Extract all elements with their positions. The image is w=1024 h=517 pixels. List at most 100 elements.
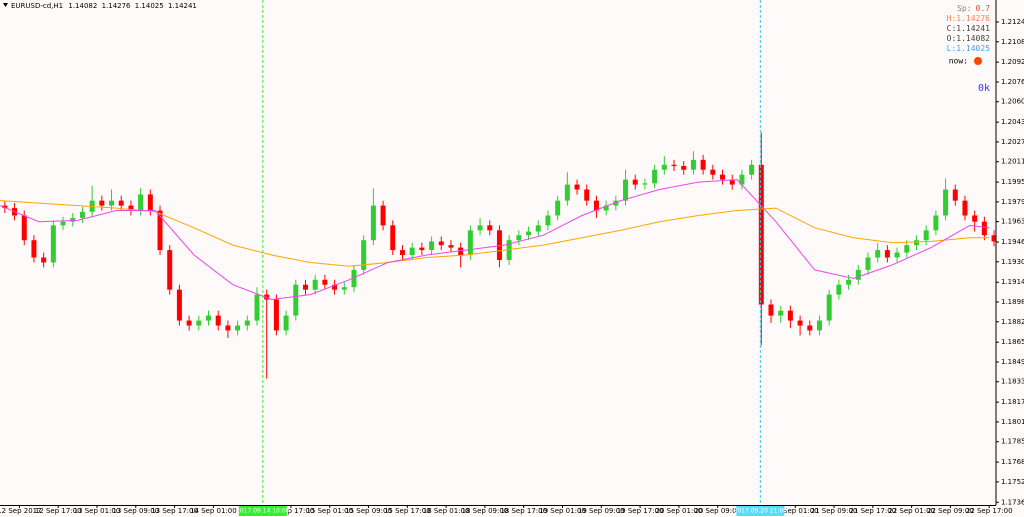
candle-body xyxy=(138,194,144,211)
candle-body xyxy=(778,310,784,316)
candle-body xyxy=(894,252,900,258)
candle-body xyxy=(981,221,987,236)
info-value: 1.14241 xyxy=(168,2,197,10)
y-tick-label: 1.18980 xyxy=(1001,298,1024,306)
candle-body xyxy=(729,179,735,185)
candle-body xyxy=(816,320,822,331)
cursor-label-box xyxy=(238,506,287,516)
x-tick-label: 19 Sep 09:00 xyxy=(578,507,625,515)
candle-body xyxy=(787,310,793,321)
candle-body xyxy=(128,205,134,211)
candle-body xyxy=(99,200,105,206)
candle-body xyxy=(167,250,173,290)
x-tick-label: 12 Sep 2017 xyxy=(0,507,42,515)
candle-body xyxy=(380,205,386,226)
candle-body xyxy=(448,245,454,248)
candle-body xyxy=(419,247,425,251)
y-tick-label: 1.19630 xyxy=(1001,218,1024,226)
candle-body xyxy=(264,294,270,300)
candle-body xyxy=(642,183,648,185)
candle-body xyxy=(109,200,115,206)
panel-value: 0.7 xyxy=(976,4,991,13)
moving-average xyxy=(0,200,990,267)
candle-body xyxy=(147,194,153,211)
candle-body xyxy=(390,225,396,251)
panel-value: 1.14241 xyxy=(956,24,990,33)
y-tick-label: 1.18010 xyxy=(1001,418,1024,426)
candle-body xyxy=(584,189,590,201)
y-tick-label: 1.20435 xyxy=(1001,118,1024,126)
candle-body xyxy=(332,284,338,290)
info-value: 1.14025 xyxy=(135,2,164,10)
candle-body xyxy=(487,225,493,231)
y-tick-label: 1.17850 xyxy=(1001,438,1024,446)
candle-body xyxy=(206,315,212,321)
x-tick-label: 13 Sep 09:00 xyxy=(112,507,159,515)
candle-body xyxy=(283,315,289,331)
candle-body xyxy=(884,250,890,258)
status-label: 0k xyxy=(978,83,990,94)
candle-body xyxy=(904,245,910,253)
y-tick-label: 1.19950 xyxy=(1001,178,1024,186)
candle-body xyxy=(875,250,881,258)
candle-body xyxy=(429,241,435,251)
menu-triangle[interactable] xyxy=(3,3,8,7)
symbol: EURUSD-cd,H1 xyxy=(11,2,63,10)
candle-body xyxy=(273,299,279,331)
candle-body xyxy=(836,284,842,295)
candle-body xyxy=(477,225,483,231)
candle-body xyxy=(215,315,221,326)
info-value: 1.14082 xyxy=(68,2,97,10)
panel-entry: L:1.14025 xyxy=(947,44,991,53)
y-tick-label: 1.21245 xyxy=(1001,18,1024,26)
candle-body xyxy=(720,174,726,180)
candle-body xyxy=(913,240,919,246)
x-tick-label: 13 Sep 01:00 xyxy=(74,507,121,515)
candle-body xyxy=(700,159,706,170)
moving-average xyxy=(0,179,990,301)
candle-body xyxy=(196,320,202,326)
candle-body xyxy=(467,230,473,256)
panel-entry: H:1.14276 xyxy=(947,14,991,23)
candle-body xyxy=(225,325,231,331)
y-tick-label: 1.20275 xyxy=(1001,138,1024,146)
candle-body xyxy=(681,166,687,170)
candle-body xyxy=(409,247,415,256)
x-tick-label: 22 Sep 17:00 xyxy=(966,507,1013,515)
x-tick-label: 18 Sep 09:00 xyxy=(462,507,509,515)
candle-body xyxy=(235,325,241,331)
x-tick-label: 21 Sep 01:00 xyxy=(772,507,819,515)
x-tick-label: 22 Sep 01:00 xyxy=(888,507,935,515)
candle-body xyxy=(21,215,27,241)
x-tick-label: 21 Sep 17:00 xyxy=(849,507,896,515)
candle-body xyxy=(496,230,502,260)
candle-body xyxy=(603,205,609,211)
candle-body xyxy=(186,320,192,326)
candle-body xyxy=(632,179,638,185)
panel-entry: C:1.14241 xyxy=(947,24,991,33)
candle-body xyxy=(157,210,163,251)
y-tick-label: 1.19140 xyxy=(1001,278,1024,286)
candle-body xyxy=(293,284,299,316)
candle-body xyxy=(302,284,308,290)
candle-body xyxy=(2,205,8,209)
info-value: 1.14276 xyxy=(102,2,131,10)
candle-body xyxy=(564,184,570,201)
y-tick-label: 1.20115 xyxy=(1001,158,1024,166)
candle-body xyxy=(176,289,182,321)
candle-body xyxy=(244,320,250,326)
candle-body xyxy=(652,169,658,184)
candle-body xyxy=(972,215,978,222)
candle-body xyxy=(438,241,444,246)
candle-body xyxy=(60,221,66,226)
now-label: now: xyxy=(949,57,968,66)
cursor-label: 2017.09.14 10:00 xyxy=(236,508,290,515)
info-bar: EURUSD-cd,H1 1.14082 1.14276 1.14025 1.1… xyxy=(11,2,197,10)
panel-label: O: xyxy=(947,34,957,43)
candle-body xyxy=(671,164,677,167)
candle-body xyxy=(506,240,512,260)
candle-body xyxy=(535,225,541,232)
candle-body xyxy=(399,250,405,256)
